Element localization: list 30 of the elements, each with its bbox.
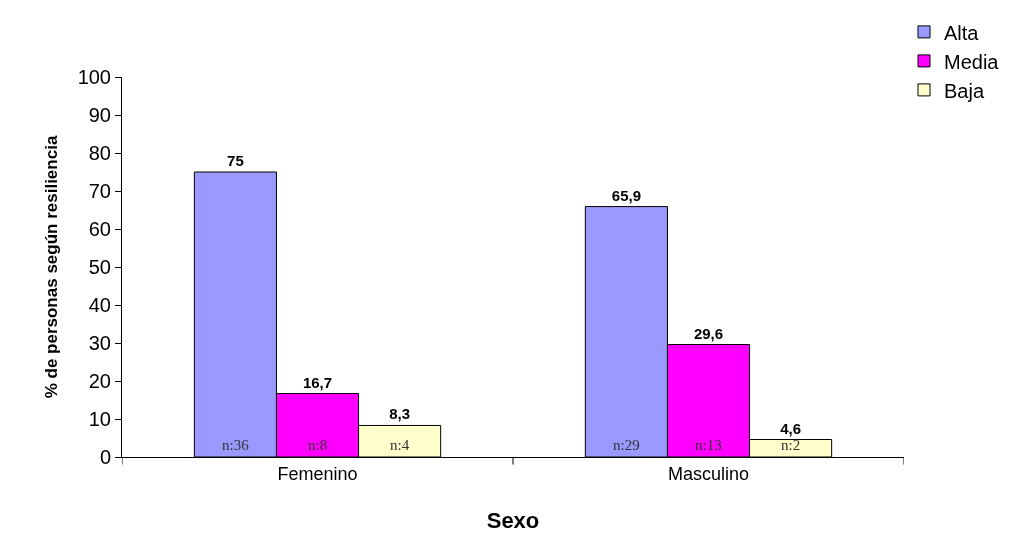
- y-axis-title: % de personas según resiliencia: [42, 135, 62, 399]
- y-tick-label: 10: [88, 408, 111, 430]
- annotation: n:4: [390, 437, 410, 453]
- x-axis-title: Sexo: [486, 508, 540, 534]
- legend-label: Baja: [944, 79, 985, 102]
- data-label: 29,6: [693, 324, 724, 342]
- y-tick-label: 60: [88, 218, 111, 240]
- annotation: n:29: [613, 437, 640, 453]
- data-label: 4,6: [780, 419, 802, 437]
- y-tick-label: 90: [88, 104, 111, 126]
- data-label: 16,7: [302, 373, 333, 391]
- annotation: n:8: [308, 437, 328, 453]
- y-tick-label: 70: [88, 180, 111, 202]
- x-tick-label: Masculino: [667, 463, 750, 484]
- y-tick-label: 40: [88, 294, 111, 316]
- y-tick-label: 100: [77, 66, 111, 88]
- annotation: n:13: [695, 437, 722, 453]
- legend-label: Media: [944, 50, 1000, 73]
- legend-label: Alta: [944, 21, 980, 44]
- y-tick-label: 0: [99, 446, 111, 468]
- y-tick-label: 80: [88, 142, 111, 164]
- x-tick-label: Femenino: [277, 463, 358, 484]
- y-tick-label: 50: [88, 256, 111, 278]
- annotation: n:2: [781, 437, 801, 453]
- data-label: 8,3: [389, 405, 411, 423]
- y-tick-label: 20: [88, 370, 111, 392]
- annotation: n:36: [222, 437, 250, 453]
- data-label: 75: [227, 152, 244, 169]
- data-label: 65,9: [611, 186, 641, 204]
- y-tick-label: 30: [88, 332, 111, 354]
